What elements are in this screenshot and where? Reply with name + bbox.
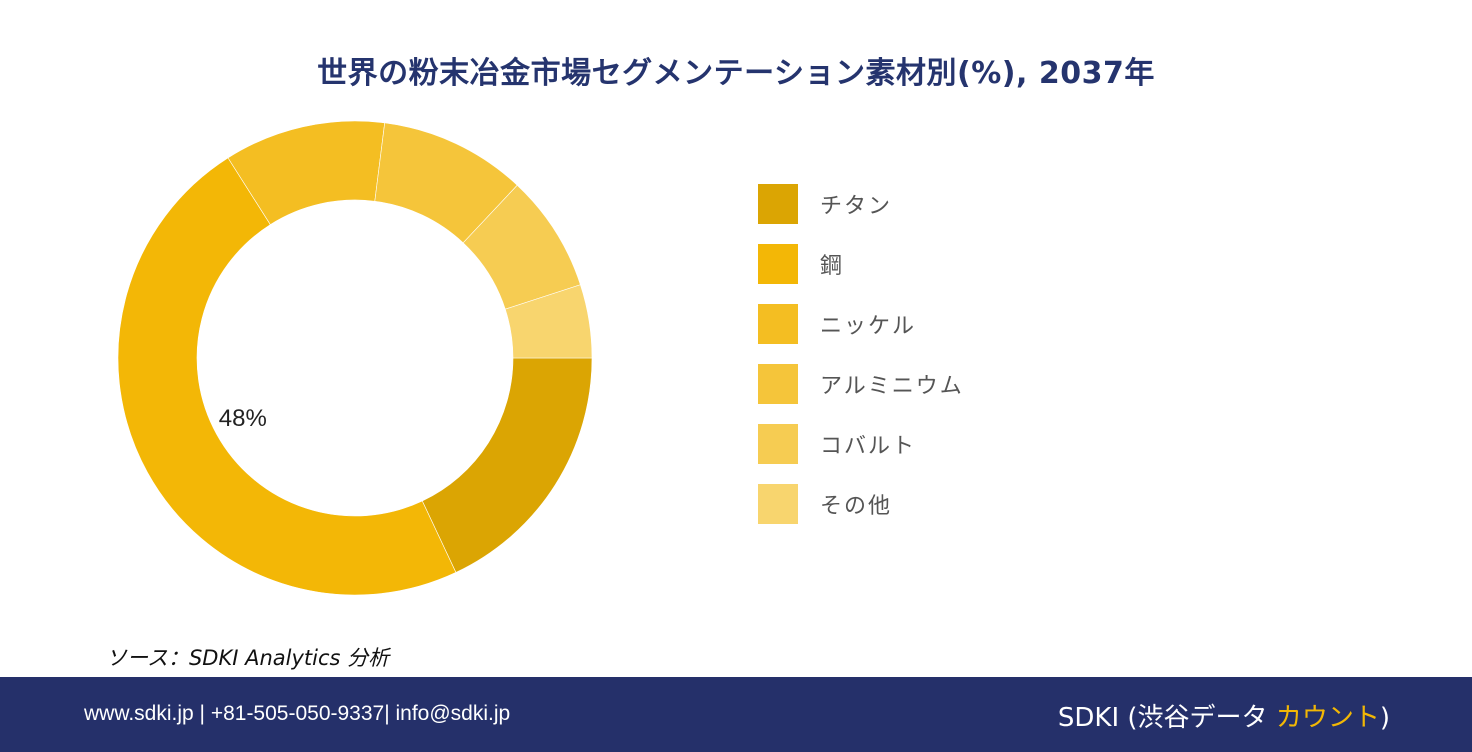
donut-slice-0: [421, 357, 593, 573]
chart-legend: チタン鋼ニッケルアルミニウム コバルトその他: [758, 184, 964, 544]
legend-label: チタン: [820, 194, 893, 219]
legend-item-0: チタン: [758, 184, 964, 224]
donut-slice-5: [504, 284, 593, 359]
brand-accent: カウント: [1275, 703, 1380, 733]
chart-title: 世界の粉末冶金市場セグメンテーション素材別(%), 2037年: [317, 56, 1155, 91]
brand-prefix: SDKI (渋谷データ: [1057, 703, 1276, 733]
legend-swatch: [758, 364, 798, 404]
footer-brand: SDKI (渋谷データ カウント): [1058, 697, 1390, 734]
legend-swatch: [758, 244, 798, 284]
legend-swatch: [758, 484, 798, 524]
legend-swatch: [758, 424, 798, 464]
legend-label: アルミニウム: [820, 374, 964, 399]
legend-label: コバルト: [820, 434, 917, 459]
footer-bar: www.sdki.jp | +81-505-050-9337| info@sdk…: [0, 677, 1472, 752]
legend-item-5: その他: [758, 484, 964, 524]
footer-contact: www.sdki.jp | +81-505-050-9337| info@sdk…: [84, 702, 511, 725]
legend-label: ニッケル: [820, 314, 917, 339]
legend-label: 鋼: [820, 254, 845, 279]
legend-label: その他: [820, 494, 893, 519]
donut-slice-1: [117, 157, 457, 596]
slice-data-label: 48%: [219, 405, 267, 432]
legend-swatch: [758, 184, 798, 224]
donut-chart: 48%: [117, 120, 593, 596]
legend-item-3: アルミニウム: [758, 364, 964, 404]
brand-suffix: ): [1379, 703, 1390, 733]
legend-swatch: [758, 304, 798, 344]
source-note: ソース：SDKI Analytics 分析: [106, 646, 390, 670]
legend-item-1: 鋼: [758, 244, 964, 284]
legend-item-2: ニッケル: [758, 304, 964, 344]
legend-item-4: コバルト: [758, 424, 964, 464]
